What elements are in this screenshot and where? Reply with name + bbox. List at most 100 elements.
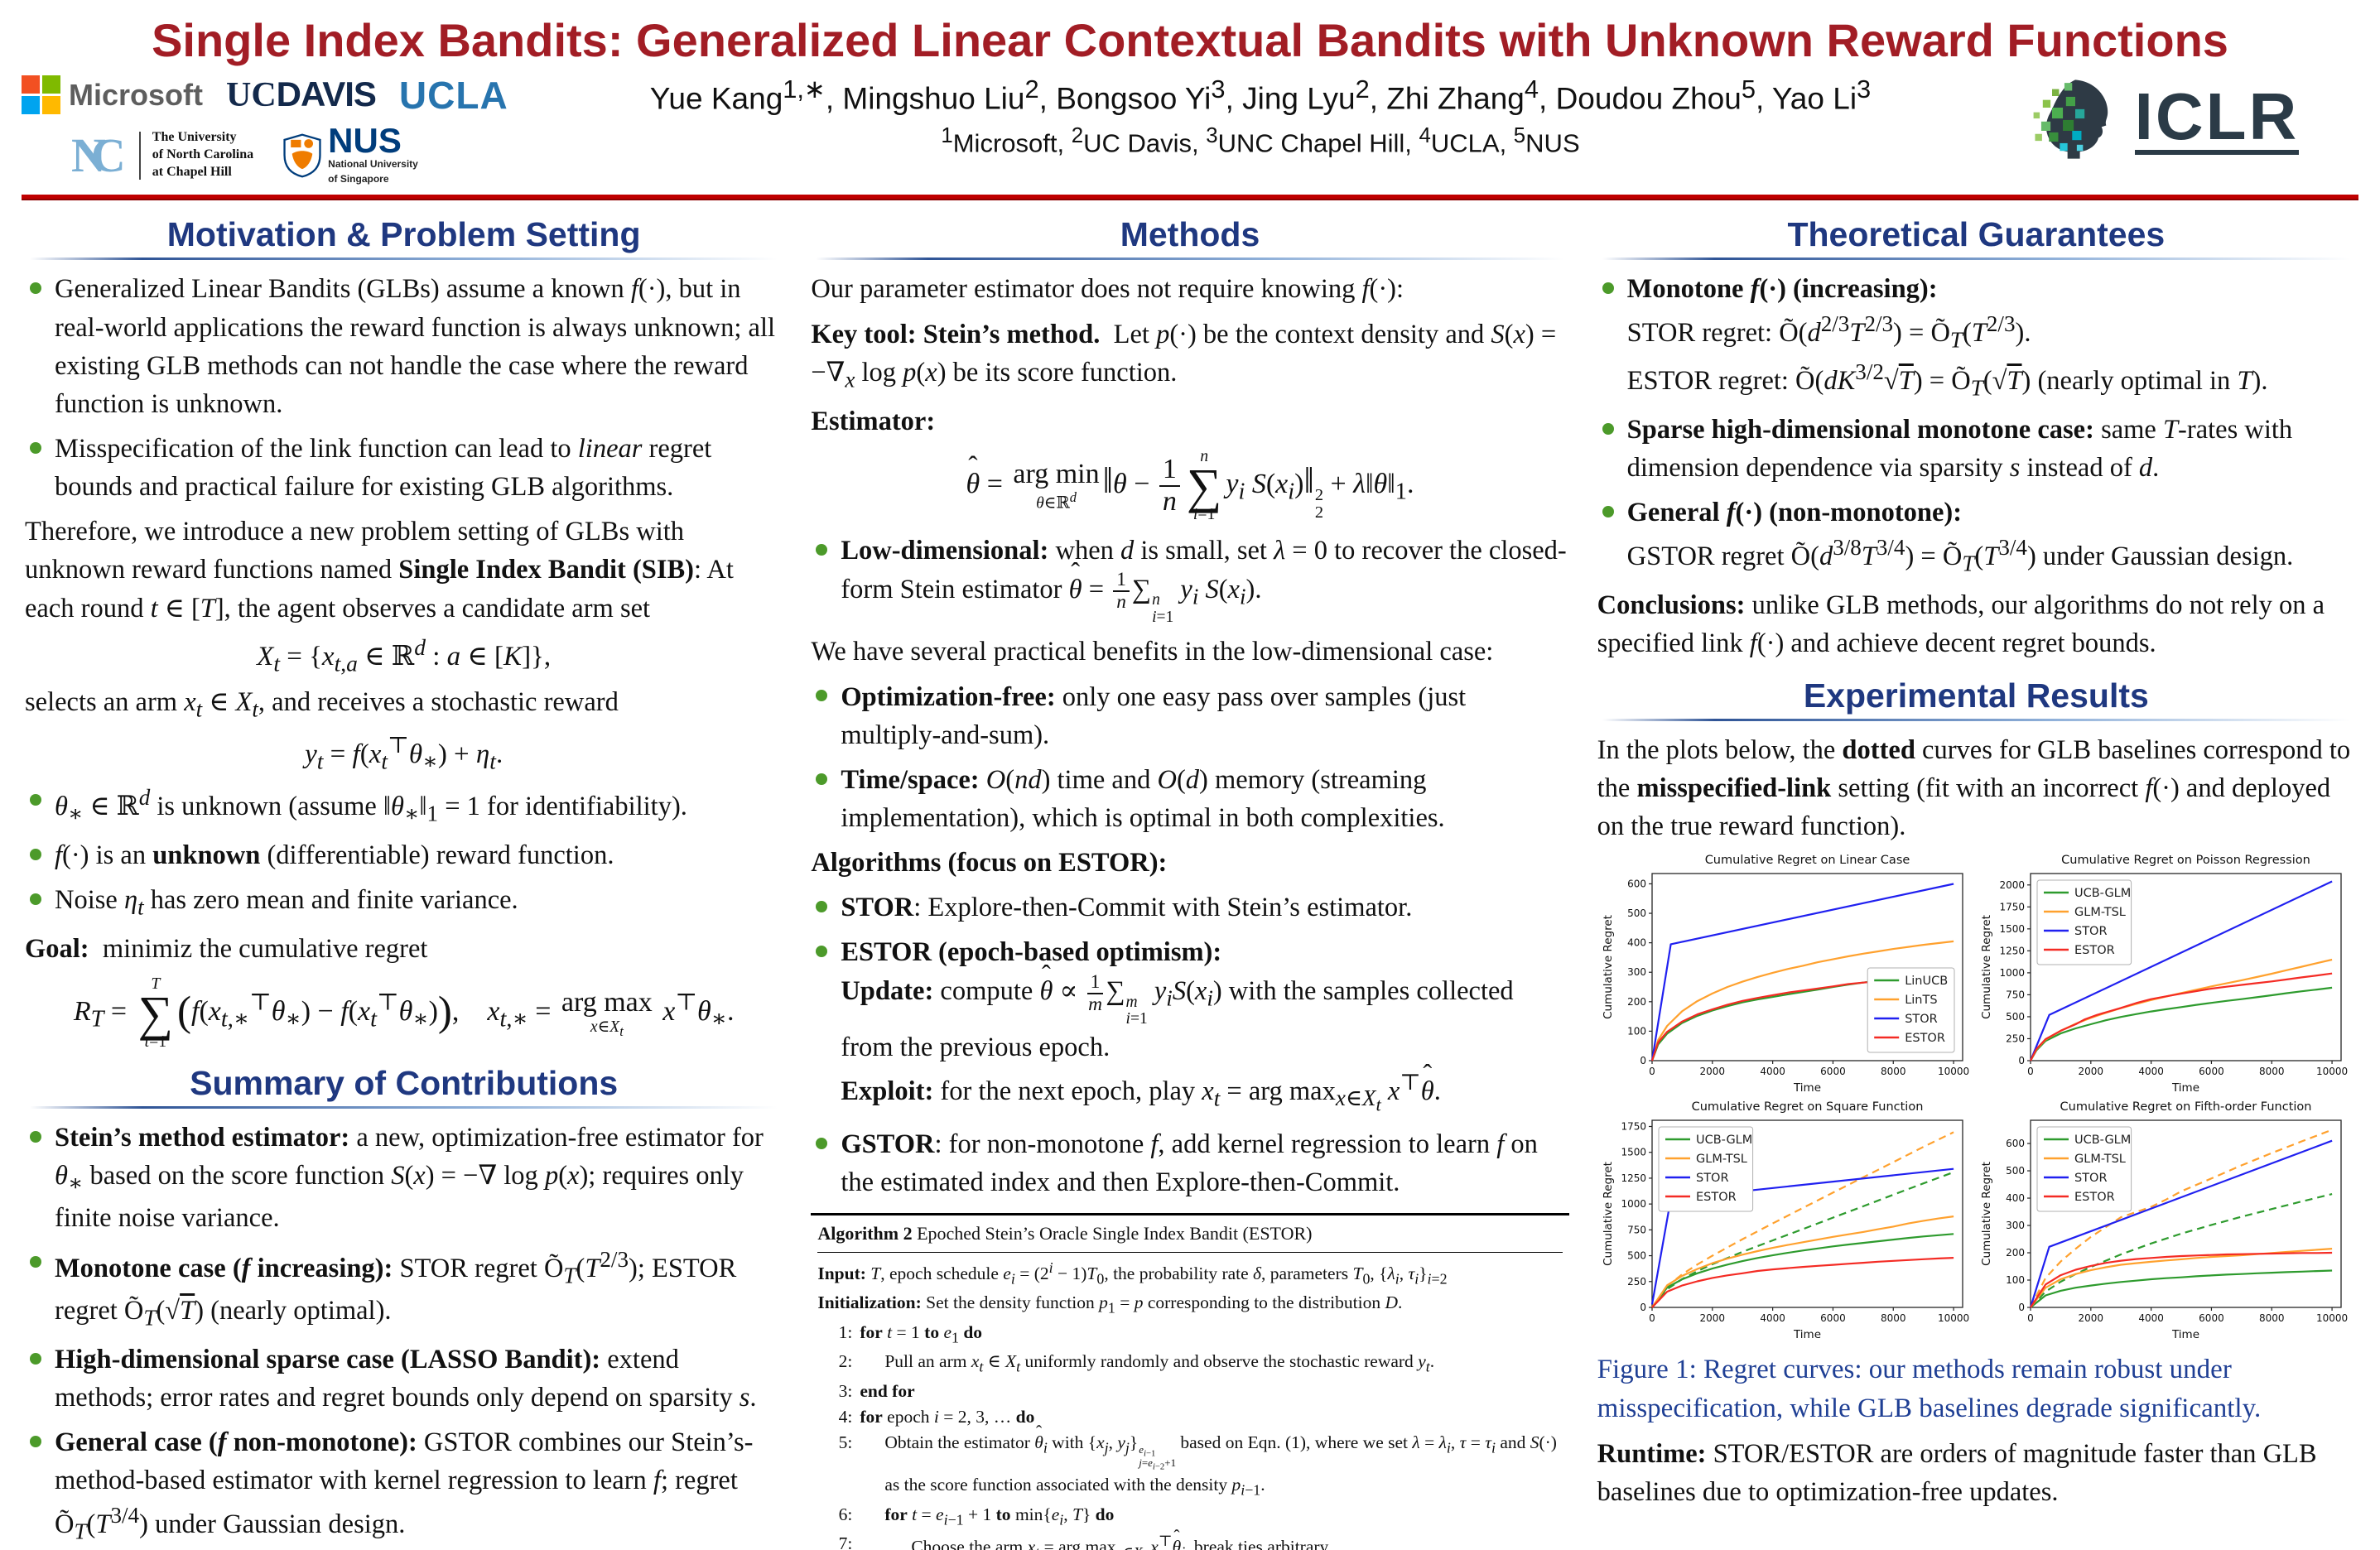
header-right: ICLR [1969, 71, 2358, 162]
list-item: Low-dimensional: when d is small, set λ … [811, 532, 1568, 627]
bullet-dot-icon [816, 946, 828, 958]
list-item: θ∗ ∈ ℝd is unknown (assume ‖θ∗‖1 = 1 for… [25, 782, 783, 830]
svg-text:600: 600 [1627, 878, 1646, 890]
line-number: 5: [838, 1432, 853, 1452]
svg-text:STOR: STOR [1696, 1172, 1729, 1185]
nus-text: NUS National University of Singapore [328, 123, 418, 187]
unc-monogram-icon: NC [71, 128, 126, 182]
svg-text:1750: 1750 [1621, 1121, 1647, 1133]
bullet-dot-icon [1602, 423, 1614, 436]
svg-text:Cumulative Regret: Cumulative Regret [1602, 915, 1615, 1019]
list-item: Generalized Linear Bandits (GLBs) assume… [25, 270, 783, 423]
section-rule [30, 1105, 778, 1109]
bullet-dot-icon [30, 1256, 41, 1268]
svg-text:STOR: STOR [2074, 925, 2108, 938]
algorithm-line: 4: for epoch i = 2, 3, … do [817, 1404, 1562, 1429]
svg-text:GLM-TSL: GLM-TSL [2074, 906, 2126, 919]
section-title-methods: Methods [1120, 215, 1260, 254]
line-number: 2: [838, 1351, 853, 1372]
svg-text:2000: 2000 [2000, 879, 2026, 891]
chart-poisson-regression: Cumulative Regret on Poisson Regression 0… [1979, 852, 2352, 1098]
affiliations: 1Microsoft, 2UC Davis, 3UNC Chapel Hill,… [941, 123, 1580, 158]
svg-text:300: 300 [1627, 966, 1646, 978]
svg-text:1000: 1000 [2000, 967, 2026, 979]
list-item: Monotone f(·) (increasing): STOR regret: … [1597, 270, 2355, 404]
svg-text:Cumulative Regret on Square Fu: Cumulative Regret on Square Function [1692, 1100, 1924, 1114]
svg-text:1000: 1000 [1621, 1198, 1647, 1210]
svg-text:4000: 4000 [1761, 1066, 1786, 1077]
svg-text:100: 100 [2006, 1274, 2025, 1286]
svg-text:400: 400 [2006, 1192, 2025, 1204]
iclr-head-icon [2033, 79, 2108, 159]
logos-left: Microsoft UCDAVIS UCLA NC The University… [22, 71, 552, 187]
ucdavis-uc: UC [226, 76, 277, 115]
svg-text:Cumulative Regret: Cumulative Regret [1980, 1162, 1993, 1266]
header-rule [22, 195, 2358, 201]
svg-text:ESTOR: ESTOR [1905, 1032, 1946, 1045]
ucdavis-davis: DAVIS [276, 75, 377, 114]
bullet-text: GSTOR: for non-monotone f, add kernel re… [841, 1129, 1538, 1197]
algorithm-bullets: STOR: Explore-then-Commit with Stein’s e… [811, 888, 1568, 1201]
svg-text:1250: 1250 [2000, 945, 2026, 956]
column-motivation: Motivation & Problem Setting Generalized… [25, 202, 783, 1550]
svg-text:4000: 4000 [2139, 1066, 2165, 1077]
list-item: Optimization-free: only one easy pass ov… [811, 678, 1568, 754]
svg-text:Time: Time [2171, 1328, 2199, 1341]
methods-bullets-1: Low-dimensional: when d is small, set λ … [811, 532, 1568, 627]
svg-text:0: 0 [2027, 1066, 2034, 1077]
list-item: Time/space: O(nd) time and O(d) memory (… [811, 761, 1568, 837]
svg-text:8000: 8000 [1881, 1066, 1906, 1077]
svg-text:UCB-GLM: UCB-GLM [1696, 1134, 1752, 1147]
bullet-dot-icon [816, 773, 828, 785]
bullet-dot-icon [30, 1436, 41, 1447]
svg-text:2000: 2000 [2079, 1066, 2104, 1077]
header-center: Yue Kang1,∗, Mingshuo Liu2, Bongsoo Yi3,… [552, 71, 1969, 159]
svg-text:10000: 10000 [2316, 1312, 2348, 1324]
svg-text:GLM-TSL: GLM-TSL [1696, 1153, 1747, 1166]
svg-text:0: 0 [2027, 1312, 2034, 1324]
list-item: GSTOR: for non-monotone f, add kernel re… [811, 1125, 1568, 1201]
section-title-theory: Theoretical Guarantees [1787, 215, 2166, 254]
motivation-bullets: Generalized Linear Bandits (GLBs) assume… [25, 270, 783, 506]
methods-intro: Our parameter estimator does not require… [811, 274, 1404, 305]
estimator-label: Estimator: [811, 406, 936, 436]
microsoft-wordmark: Microsoft [69, 77, 203, 112]
bullet-text: ESTOR (epoch-based optimism): Update: com… [841, 937, 1513, 1114]
bullet-text: General case (f non-monotone): GSTOR com… [55, 1427, 754, 1544]
svg-text:Time: Time [1793, 1328, 1821, 1341]
svg-text:0: 0 [1640, 1302, 1647, 1313]
chart-fifth-order-function: Cumulative Regret on Fifth-order Functio… [1979, 1099, 2352, 1345]
poster-title: Single Index Bandits: Generalized Linear… [152, 14, 2228, 66]
list-item: General case (f non-monotone): GSTOR com… [25, 1423, 783, 1548]
algorithm-input: Input: T, epoch schedule ei = (2i − 1)T0… [817, 1259, 1448, 1288]
algorithm-line: 5: Obtain the estimator θi with {xj, yj}e… [817, 1430, 1562, 1501]
svg-text:250: 250 [1627, 1276, 1646, 1288]
contribution-bullets: Stein’s method estimator: a new, optimiz… [25, 1119, 783, 1548]
line-text: for t = ei−1 + 1 to min{ei, T} do [884, 1504, 1115, 1528]
svg-text:2000: 2000 [1700, 1066, 1726, 1077]
runtime-text: Runtime: STOR/ESTOR are orders of magnit… [1597, 1438, 2317, 1507]
unc-text: The University of North Carolina at Chap… [152, 129, 253, 181]
bullet-dot-icon [30, 441, 41, 454]
svg-text:1250: 1250 [1621, 1172, 1647, 1184]
svg-text:LinUCB: LinUCB [1905, 975, 1949, 988]
columns: Motivation & Problem Setting Generalized… [0, 200, 2380, 1550]
list-item: f(·) is an unknown (differentiable) rewa… [25, 836, 783, 874]
sib-paragraph-2: selects an arm xt ∈ Xt, and receives a s… [25, 687, 619, 722]
list-item: ESTOR (epoch-based optimism): Update: com… [811, 933, 1568, 1118]
bullet-dot-icon [1602, 282, 1614, 295]
bullet-text: STOR: Explore-then-Commit with Stein’s e… [841, 893, 1413, 923]
chart-square-function: Cumulative Regret on Square Function 0 250… [1601, 1099, 1973, 1345]
bullet-dot-icon [1602, 506, 1614, 518]
figure-grid: Cumulative Regret on Linear Case 0 100 200 3… [1597, 852, 2355, 1345]
svg-text:UCB-GLM: UCB-GLM [2074, 1134, 2131, 1147]
bullet-text: Time/space: O(nd) time and O(d) memory (… [841, 764, 1445, 833]
bullet-text: High-dimensional sparse case (LASSO Band… [55, 1344, 757, 1413]
line-text: end for [860, 1380, 915, 1401]
equation-armset: Xt = {xt,a ∈ ℝd : a ∈ [K]}, [257, 633, 552, 676]
list-item: Stein’s method estimator: a new, optimiz… [25, 1119, 783, 1237]
svg-text:8000: 8000 [2259, 1312, 2285, 1324]
svg-text:2000: 2000 [1700, 1312, 1726, 1324]
svg-text:1500: 1500 [2000, 923, 2026, 935]
